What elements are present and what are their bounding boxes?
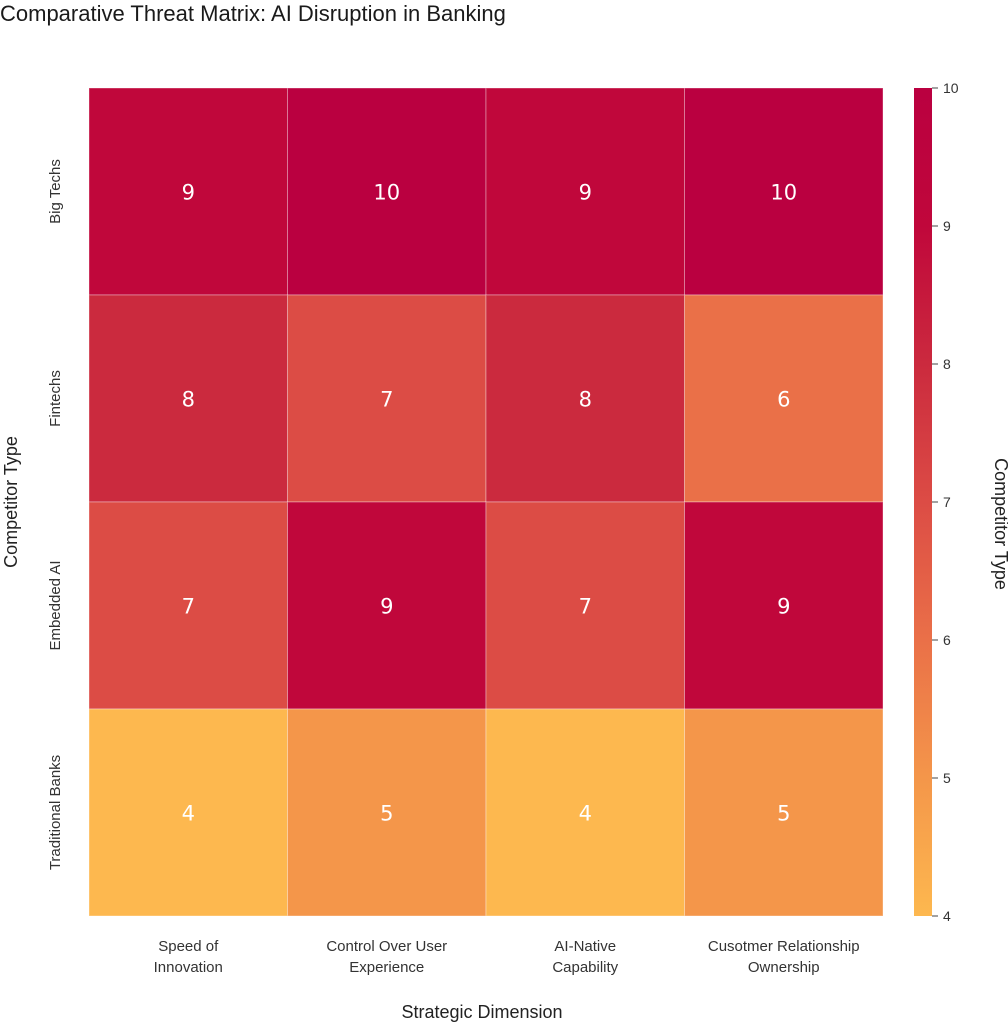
heatmap-cell [88,501,288,710]
heatmap-cell [485,708,685,917]
y-axis-ticks: Big Techs Fintechs Embedded AI Traditional … [47,159,64,870]
colorbar-gradient [914,88,932,916]
colorbar-title: Competitor Type [991,458,1008,590]
x-tick-label: Control Over User Experience [326,938,447,976]
cell-value-label: 10 [770,181,797,205]
colorbar-tick-label: 6 [943,632,951,648]
colorbar-tick-label: 10 [943,80,959,96]
cell-value-label: 9 [380,595,393,619]
cell-value-label: 7 [579,595,592,619]
colorbar-tick-label: 4 [943,908,951,924]
cell-value-label: 7 [182,595,195,619]
cell-value-label: 8 [579,388,592,412]
cell-value-label: 5 [777,802,790,826]
heatmap-cell [684,501,884,710]
colorbar-tick-label: 8 [943,356,951,372]
cell-value-label: 4 [579,802,592,826]
heatmap-cell [684,87,884,296]
x-axis-ticks: Speed of Innovation Control Over User Exper… [154,938,860,976]
heatmap-cell [485,87,685,296]
cell-value-labels: 9 10 9 10 8 7 8 6 7 9 7 9 4 5 4 5 [182,181,798,826]
cell-value-label: 7 [380,388,393,412]
heatmap-cells [88,87,884,917]
y-tick-label: Fintechs [47,370,64,427]
heatmap-cell [88,708,288,917]
heatmap-cell [287,708,487,917]
x-axis-title: Strategic Dimension [401,1002,562,1022]
heatmap-cell [684,708,884,917]
heatmap-cell [287,294,487,503]
colorbar: 4 5 6 7 8 9 10 [914,80,959,924]
cell-value-label: 5 [380,802,393,826]
colorbar-tick-label: 7 [943,494,951,510]
cell-value-label: 4 [182,802,195,826]
x-tick-label: Speed of Innovation [154,938,223,976]
x-tick-label: Cusotmer Relationship Ownership [708,938,860,976]
y-tick-label: Big Techs [47,159,64,224]
y-axis-title: Competitor Type [1,436,21,568]
colorbar-tick-label: 9 [943,218,951,234]
cell-value-label: 9 [182,181,195,205]
heatmap-cell [287,501,487,710]
heatmap-cell [287,87,487,296]
y-tick-label: Traditional Banks [47,755,64,870]
y-tick-label: Embedded AI [47,560,64,650]
chart-title: Comparative Threat Matrix: AI Disruption… [0,1,506,26]
heatmap-cell [88,87,288,296]
cell-value-label: 9 [777,595,790,619]
cell-value-label: 10 [373,181,400,205]
heatmap-cell [485,294,685,503]
heatmap-cell [684,294,884,503]
cell-value-label: 8 [182,388,195,412]
cell-value-label: 6 [777,388,790,412]
cell-value-label: 9 [579,181,592,205]
colorbar-tick-label: 5 [943,770,951,786]
x-tick-label: AI-Native Capability [552,938,618,976]
